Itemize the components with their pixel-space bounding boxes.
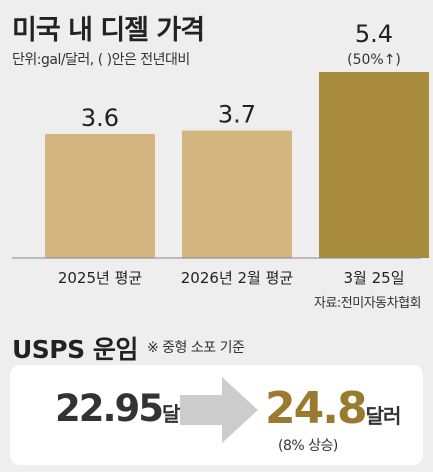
- rate-before-value: 22.95: [55, 387, 164, 430]
- right-arrow-icon: [180, 377, 258, 443]
- diesel-price-chart: 3.6 2025년 평균 3.7 2026년 2월 평균 5.4 (50%↑) 3월 25일: [12, 20, 429, 287]
- bar-2: [182, 130, 292, 258]
- usps-rate-panel: 22.95달러 24.8달러 (8% 상승): [10, 365, 423, 465]
- category-label-2: 2026년 2월 평균: [181, 269, 294, 287]
- rate-after-unit: 달러: [365, 404, 402, 428]
- annotation-label-3: (50%↑): [347, 52, 401, 68]
- value-label-3: 5.4: [355, 20, 393, 48]
- bar-1: [45, 134, 155, 258]
- usps-note: ※ 중형 소포 기준: [147, 340, 245, 356]
- rate-before: 22.95달러: [55, 387, 198, 430]
- value-label-1: 3.6: [81, 104, 119, 132]
- chart-subtitle: 단위:gal/달러, ( )안은 전년대비: [12, 52, 190, 68]
- usps-title: USPS 운임: [12, 335, 138, 364]
- value-label-2: 3.7: [218, 101, 256, 129]
- category-label-1: 2025년 평균: [58, 269, 143, 287]
- rate-after: 24.8달러: [265, 383, 402, 434]
- rate-change-note: (8% 상승): [278, 438, 338, 454]
- rate-after-value: 24.8: [265, 383, 368, 434]
- category-label-3: 3월 25일: [344, 269, 405, 287]
- chart-title: 미국 내 디젤 가격: [12, 15, 205, 46]
- source-note: 자료:전미자동차협회: [313, 296, 422, 311]
- bar-3: [319, 72, 429, 258]
